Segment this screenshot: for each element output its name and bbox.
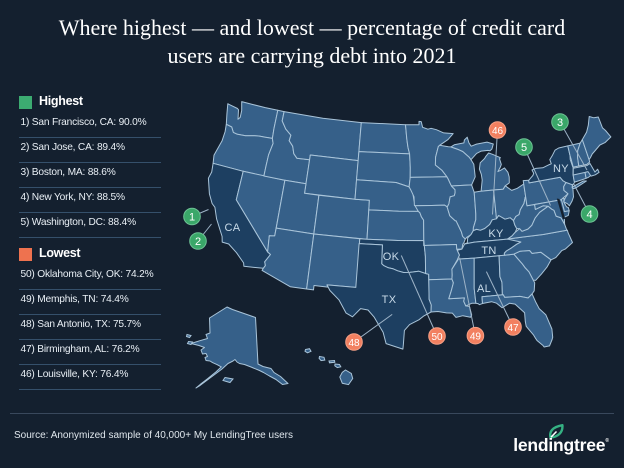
svg-text:47: 47 bbox=[507, 323, 519, 334]
svg-text:48: 48 bbox=[348, 338, 360, 349]
svg-text:NY: NY bbox=[553, 163, 569, 175]
svg-text:TN: TN bbox=[481, 245, 496, 257]
svg-text:CA: CA bbox=[225, 222, 241, 234]
svg-text:2: 2 bbox=[195, 236, 201, 248]
svg-text:KY: KY bbox=[488, 228, 504, 240]
svg-text:5: 5 bbox=[521, 142, 527, 154]
svg-text:4: 4 bbox=[586, 209, 592, 221]
svg-text:TX: TX bbox=[382, 294, 397, 306]
svg-text:3: 3 bbox=[557, 117, 563, 129]
svg-text:49: 49 bbox=[470, 332, 482, 343]
svg-text:OK: OK bbox=[383, 251, 400, 263]
svg-text:50: 50 bbox=[431, 332, 443, 343]
svg-text:46: 46 bbox=[492, 126, 504, 137]
svg-text:AL: AL bbox=[477, 283, 491, 295]
svg-text:1: 1 bbox=[189, 211, 195, 223]
